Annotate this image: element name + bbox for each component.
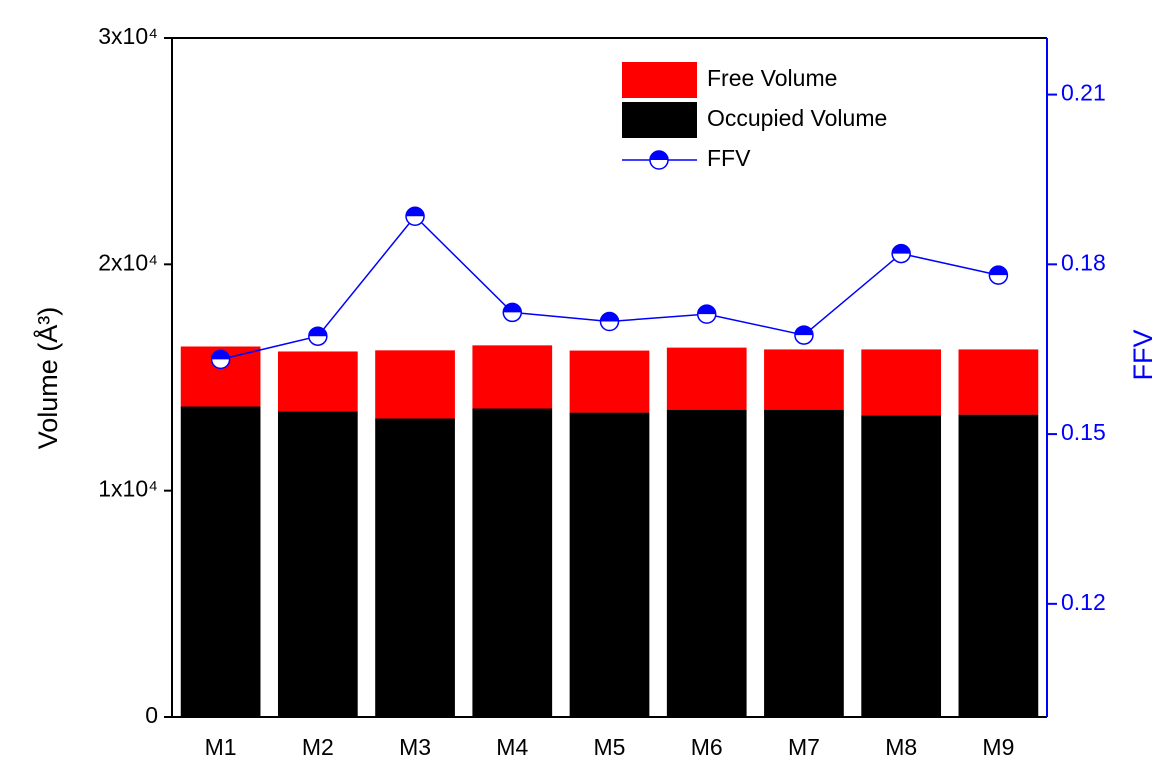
y2-tick-label: 0.18 bbox=[1061, 249, 1106, 275]
marker-half bbox=[600, 312, 619, 322]
marker-half bbox=[406, 207, 425, 217]
x-tick-label: M3 bbox=[399, 734, 431, 760]
bar bbox=[666, 347, 747, 410]
marker bbox=[599, 311, 620, 332]
legend-swatch bbox=[622, 62, 697, 98]
marker-half bbox=[794, 326, 813, 336]
marker bbox=[502, 302, 523, 323]
bar bbox=[861, 415, 942, 717]
marker bbox=[988, 265, 1009, 285]
legend-label: Free Volume bbox=[707, 65, 837, 91]
bar bbox=[277, 351, 358, 412]
x-tick-label: M5 bbox=[594, 734, 626, 760]
marker bbox=[308, 326, 328, 346]
bar bbox=[861, 349, 942, 416]
marker-half bbox=[650, 151, 668, 160]
x-tick-label: M8 bbox=[885, 734, 917, 760]
bar bbox=[277, 411, 358, 717]
marker bbox=[405, 206, 425, 226]
y2-tick-label: 0.15 bbox=[1061, 419, 1106, 445]
x-tick-label: M6 bbox=[691, 734, 723, 760]
marker-half bbox=[503, 303, 522, 313]
marker bbox=[891, 243, 911, 264]
y-tick-label: 1x10⁴ bbox=[98, 476, 158, 502]
marker bbox=[210, 349, 231, 370]
bar bbox=[666, 409, 747, 717]
x-tick-label: M4 bbox=[496, 734, 528, 760]
y2-tick-label: 0.21 bbox=[1061, 80, 1106, 106]
marker-half bbox=[989, 266, 1008, 276]
marker-half bbox=[308, 327, 327, 337]
legend-label: Occupied Volume bbox=[707, 105, 887, 131]
bar bbox=[375, 350, 455, 419]
marker bbox=[649, 150, 669, 170]
marker bbox=[794, 325, 814, 345]
y2-tick-label: 0.12 bbox=[1061, 589, 1106, 615]
y-tick-label: 2x10⁴ bbox=[98, 249, 158, 275]
bar bbox=[472, 345, 553, 409]
legend-label: FFV bbox=[707, 145, 751, 171]
x-tick-label: M7 bbox=[788, 734, 820, 760]
marker-half bbox=[697, 305, 716, 315]
bar bbox=[764, 349, 844, 410]
x-tick-label: M9 bbox=[982, 734, 1014, 760]
x-tick-label: M1 bbox=[205, 734, 237, 760]
marker-half bbox=[211, 350, 230, 360]
bar bbox=[764, 409, 844, 717]
y-tick-label: 3x10⁴ bbox=[98, 23, 158, 49]
bar bbox=[569, 412, 650, 717]
y-axis-label: Volume (Å³) bbox=[32, 307, 63, 450]
y-tick-label: 0 bbox=[145, 702, 158, 728]
bar bbox=[958, 349, 1039, 415]
bar bbox=[472, 408, 553, 717]
x-tick-label: M2 bbox=[302, 734, 334, 760]
bar bbox=[375, 418, 455, 717]
bar bbox=[958, 414, 1039, 717]
bar bbox=[180, 406, 261, 717]
bar bbox=[569, 350, 650, 413]
line bbox=[220, 215, 999, 361]
marker-half bbox=[892, 244, 911, 254]
y2-axis-label: FFV bbox=[1128, 330, 1158, 381]
marker bbox=[696, 304, 717, 324]
legend-swatch bbox=[622, 102, 697, 138]
